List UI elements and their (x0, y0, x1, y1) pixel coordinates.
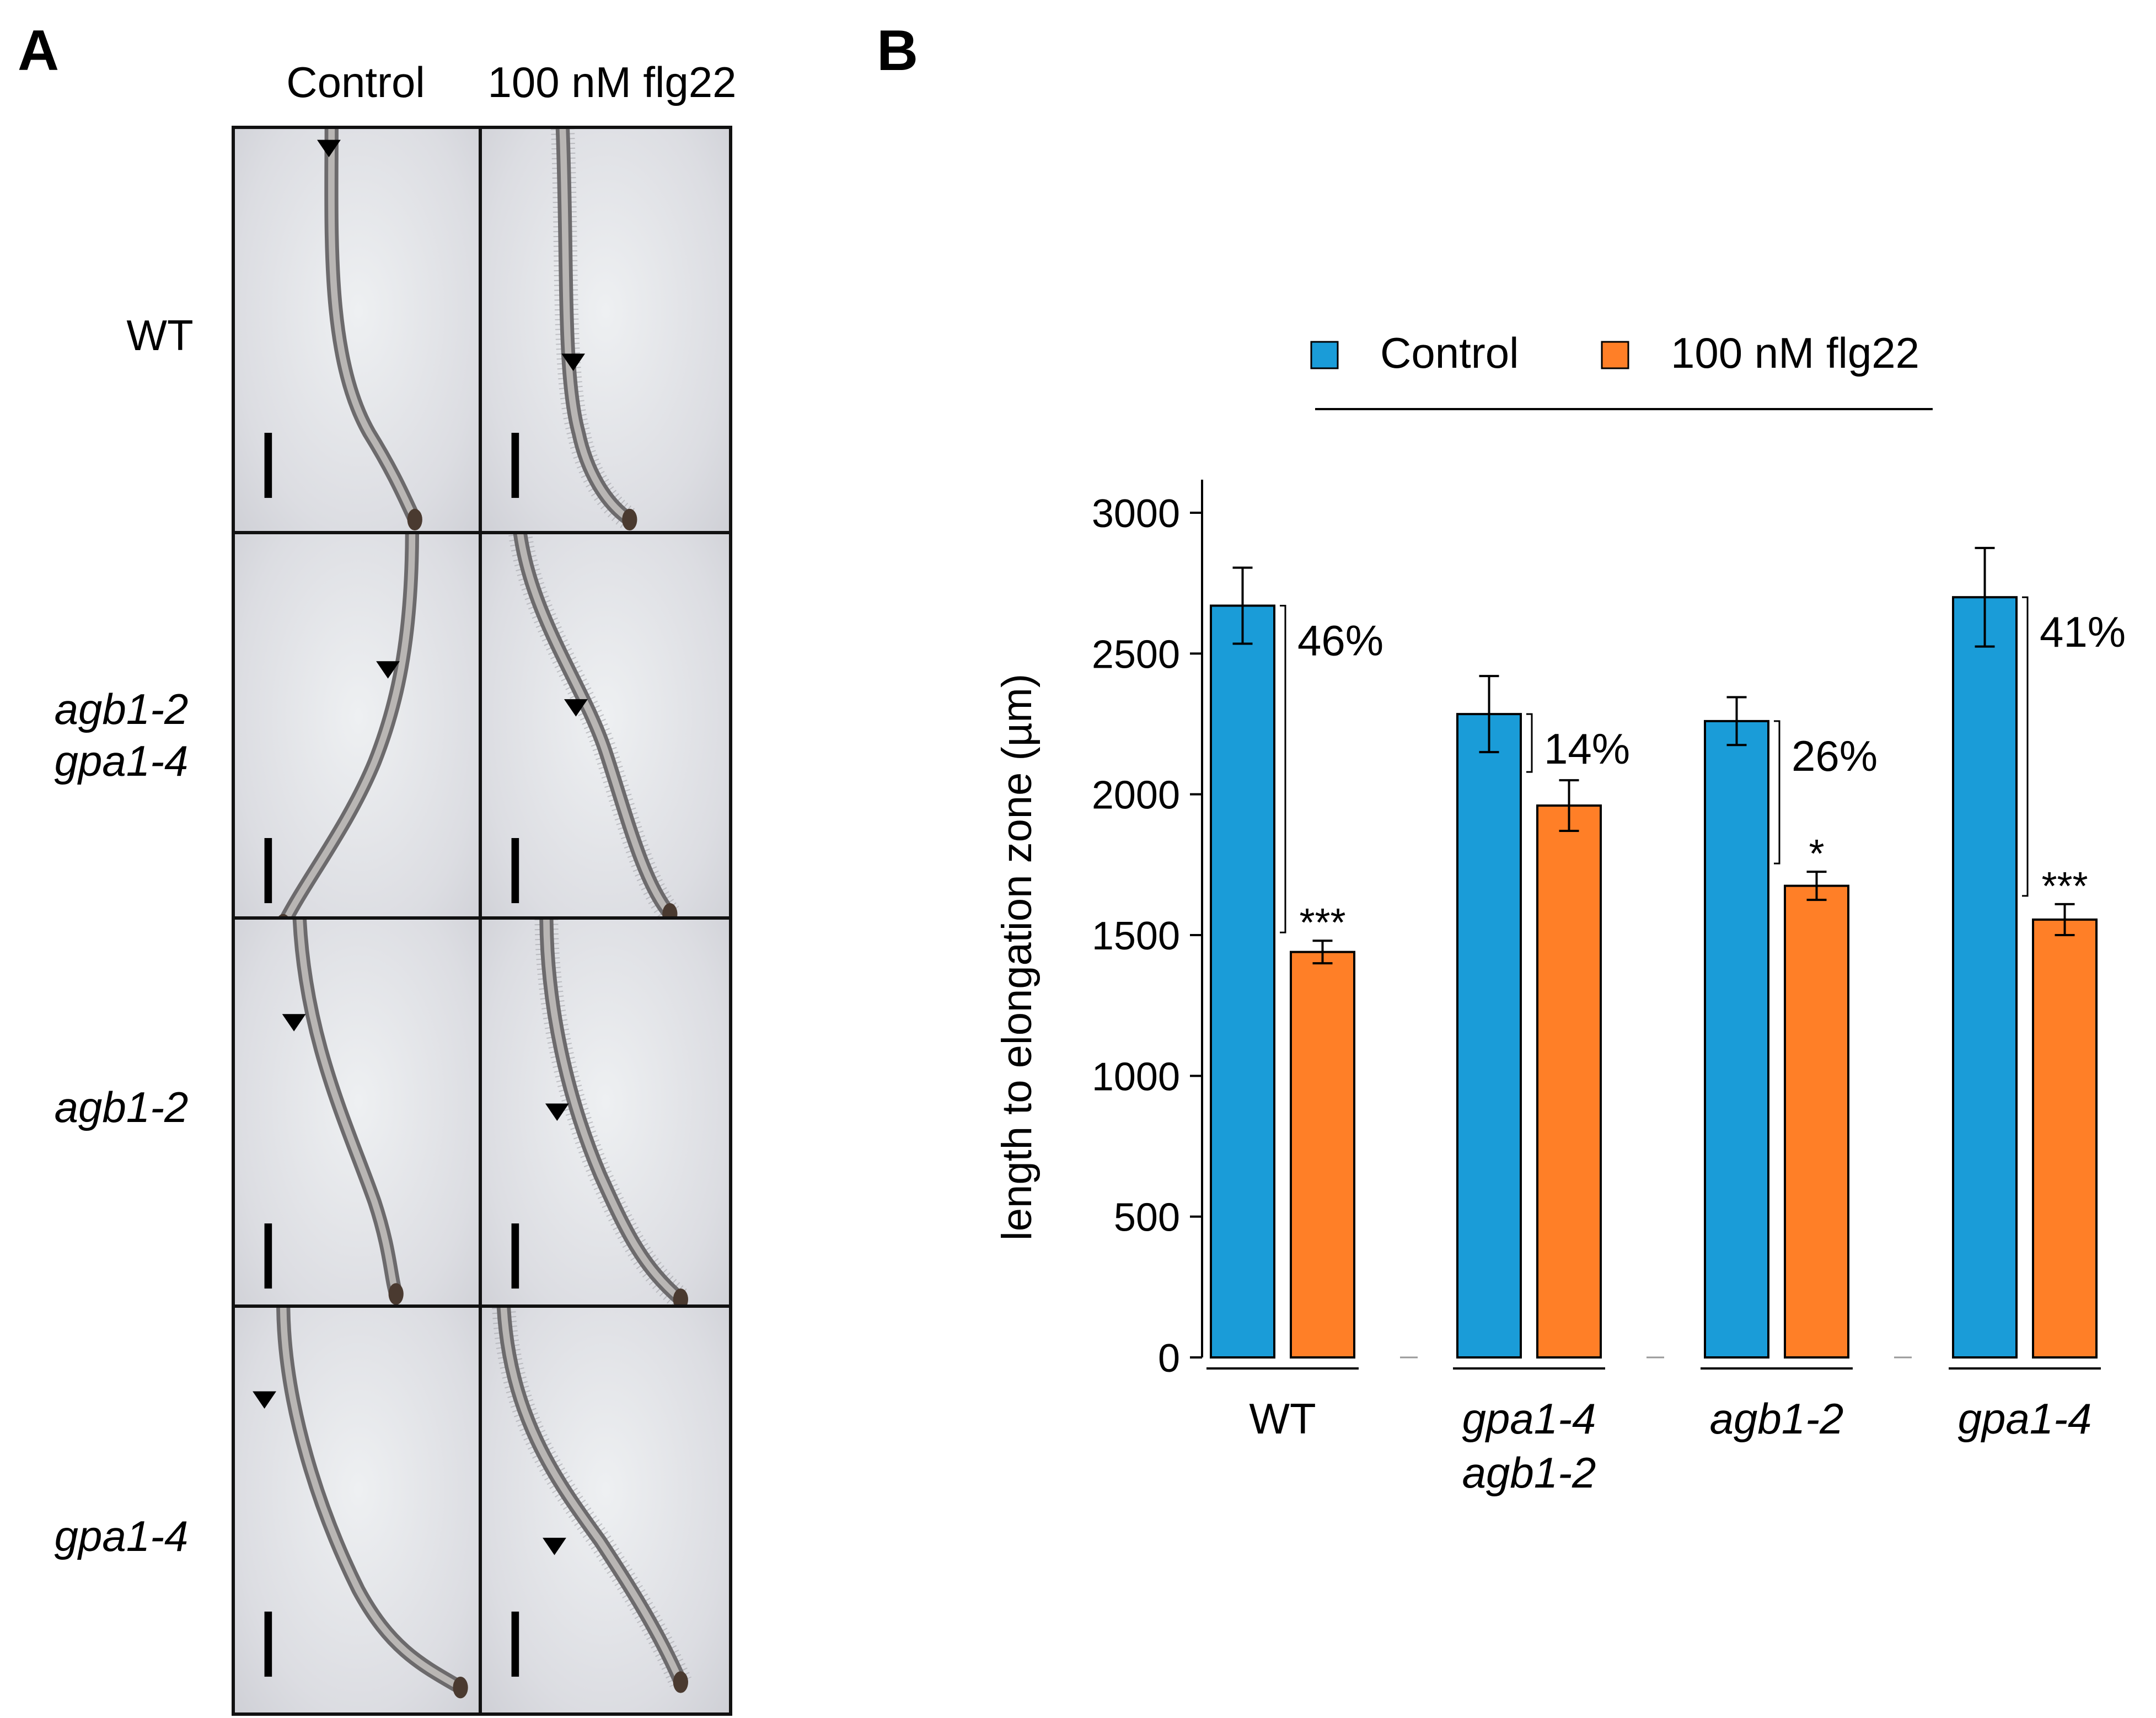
row-label-agb1-2-line: agb1-2 (54, 1083, 189, 1131)
scale-bar (511, 432, 519, 498)
root-photo (232, 531, 485, 942)
percent-label: 41% (2040, 608, 2126, 656)
root-core (543, 920, 683, 1302)
y-tick-label: 0 (1158, 1336, 1180, 1381)
elongation-arrowhead-icon (564, 699, 588, 717)
root-core (500, 1308, 684, 1684)
root-photo (479, 126, 732, 537)
column-header-control: Control (286, 58, 425, 106)
elongation-arrowhead-icon (376, 661, 400, 679)
row-label-line-1: agb1-2 (54, 685, 189, 733)
root-core (280, 534, 416, 927)
root-tip (622, 508, 637, 531)
root-photo (232, 916, 485, 1328)
legend-label: Control (1380, 329, 1519, 377)
significance-label: *** (2041, 865, 2088, 909)
root-core (296, 920, 399, 1295)
elongation-arrowhead-icon (253, 1391, 276, 1409)
scale-bar (511, 837, 519, 904)
root-photo (479, 916, 732, 1328)
column-header-flg22: 100 nM flg22 (487, 58, 737, 106)
root-photo (479, 531, 732, 942)
scale-bar (264, 432, 272, 498)
scale-bar (264, 1223, 272, 1289)
bar (2032, 918, 2098, 1359)
legend-swatch (1310, 341, 1339, 369)
y-tick-label: 500 (1114, 1196, 1180, 1240)
category-label: agb1-2 (1462, 1448, 1596, 1497)
scale-bar (511, 1223, 519, 1289)
elongation-arrowhead-icon (561, 353, 585, 371)
bar (1536, 804, 1602, 1359)
legend-label: 100 nM flg22 (1671, 329, 1919, 377)
root-core (559, 129, 632, 523)
significance-label: *** (1299, 901, 1345, 945)
panel-a-letter: A (18, 19, 60, 83)
row-label-wt: WT (83, 310, 237, 362)
row-label-wt-line: WT (126, 311, 194, 359)
y-tick-label: 1500 (1092, 914, 1180, 958)
elongation-arrowhead-icon (282, 1014, 306, 1032)
root-photo (479, 1304, 732, 1716)
percent-label: 46% (1297, 616, 1383, 665)
comparison-bracket (1526, 713, 1533, 773)
row-label-gpa1-4-line: gpa1-4 (54, 1512, 189, 1560)
y-tick-label: 2500 (1092, 632, 1180, 677)
panel-b-letter: B (877, 19, 919, 83)
root-core (328, 129, 418, 522)
root-photo (232, 126, 485, 537)
root-photo (232, 1304, 485, 1716)
bar (1952, 596, 2018, 1359)
comparison-bracket (2022, 596, 2029, 897)
elongation-arrowhead-icon (543, 1538, 566, 1555)
bar (1290, 951, 1355, 1359)
y-axis-label: length to elongation zone (µm) (994, 674, 1041, 1241)
category-label: gpa1-4 (1462, 1394, 1596, 1443)
root-tip (407, 508, 422, 531)
category-label: gpa1-4 (1958, 1394, 2092, 1443)
elongation-arrowhead-icon (317, 139, 341, 158)
row-label-line-2: gpa1-4 (54, 736, 189, 785)
row-label-agb1-2: agb1-2 (39, 1082, 204, 1134)
scale-bar (264, 1611, 272, 1677)
bar (1456, 713, 1522, 1359)
percent-label: 26% (1792, 732, 1878, 780)
scale-bar (511, 1611, 519, 1677)
category-label: agb1-2 (1710, 1394, 1844, 1443)
significance-label: * (1809, 832, 1824, 876)
root-tip (388, 1283, 404, 1305)
percent-label: 14% (1544, 724, 1630, 773)
row-label-agb1-2-gpa1-4: agb1-2 gpa1-4 (39, 684, 204, 787)
category-label: WT (1249, 1394, 1316, 1443)
comparison-bracket (1280, 605, 1286, 933)
legend-swatch (1601, 341, 1629, 369)
root-core (517, 534, 673, 916)
root-core (280, 1308, 462, 1690)
comparison-bracket (1774, 720, 1780, 865)
y-tick-label: 1000 (1092, 1055, 1180, 1099)
bar (1704, 720, 1769, 1359)
elongation-arrowhead-icon (545, 1103, 569, 1121)
bar (1784, 884, 1849, 1359)
y-tick-label: 2000 (1092, 774, 1180, 818)
root-tip (673, 1671, 688, 1693)
row-label-gpa1-4: gpa1-4 (39, 1511, 204, 1563)
root-tip (453, 1677, 468, 1699)
scale-bar (264, 837, 272, 904)
bar (1210, 604, 1275, 1359)
y-tick-label: 3000 (1092, 492, 1180, 536)
